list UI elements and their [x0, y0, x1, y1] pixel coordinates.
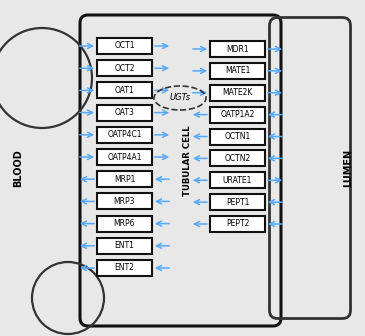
FancyBboxPatch shape — [97, 238, 152, 254]
Text: MATE1: MATE1 — [225, 67, 250, 75]
FancyBboxPatch shape — [210, 63, 265, 79]
Text: PEPT1: PEPT1 — [226, 198, 249, 207]
Text: TUBULAR CELL: TUBULAR CELL — [182, 126, 192, 196]
Text: OCTN2: OCTN2 — [224, 154, 251, 163]
FancyBboxPatch shape — [210, 128, 265, 144]
Text: BLOOD: BLOOD — [13, 149, 23, 187]
FancyBboxPatch shape — [97, 260, 152, 276]
Text: ENT2: ENT2 — [115, 263, 134, 272]
FancyBboxPatch shape — [97, 194, 152, 209]
FancyBboxPatch shape — [210, 41, 265, 57]
FancyBboxPatch shape — [210, 107, 265, 123]
Text: OATP4A1: OATP4A1 — [107, 153, 142, 162]
FancyBboxPatch shape — [97, 82, 152, 98]
Text: UGTs: UGTs — [169, 93, 191, 102]
Text: OAT3: OAT3 — [115, 108, 134, 117]
Text: OATP4C1: OATP4C1 — [107, 130, 142, 139]
FancyBboxPatch shape — [210, 172, 265, 188]
FancyBboxPatch shape — [210, 151, 265, 166]
Text: OCT1: OCT1 — [114, 42, 135, 50]
FancyBboxPatch shape — [97, 60, 152, 76]
FancyBboxPatch shape — [97, 216, 152, 232]
Text: LUMEN: LUMEN — [343, 149, 353, 187]
FancyBboxPatch shape — [97, 171, 152, 187]
FancyBboxPatch shape — [210, 85, 265, 101]
Text: MRP3: MRP3 — [114, 197, 135, 206]
FancyBboxPatch shape — [97, 38, 152, 54]
FancyBboxPatch shape — [97, 149, 152, 165]
Text: MDR1: MDR1 — [226, 44, 249, 53]
Text: MRP6: MRP6 — [114, 219, 135, 228]
Text: MATE2K: MATE2K — [222, 88, 253, 97]
FancyBboxPatch shape — [210, 216, 265, 232]
Text: URATE1: URATE1 — [223, 176, 252, 185]
Text: OCT2: OCT2 — [114, 64, 135, 73]
Text: PEPT2: PEPT2 — [226, 219, 249, 228]
FancyBboxPatch shape — [210, 194, 265, 210]
Text: MRP1: MRP1 — [114, 175, 135, 184]
Text: OATP1A2: OATP1A2 — [220, 110, 255, 119]
Text: OAT1: OAT1 — [115, 86, 134, 95]
Text: OCTN1: OCTN1 — [224, 132, 251, 141]
FancyBboxPatch shape — [97, 127, 152, 143]
Text: ENT1: ENT1 — [115, 241, 134, 250]
FancyBboxPatch shape — [97, 104, 152, 121]
